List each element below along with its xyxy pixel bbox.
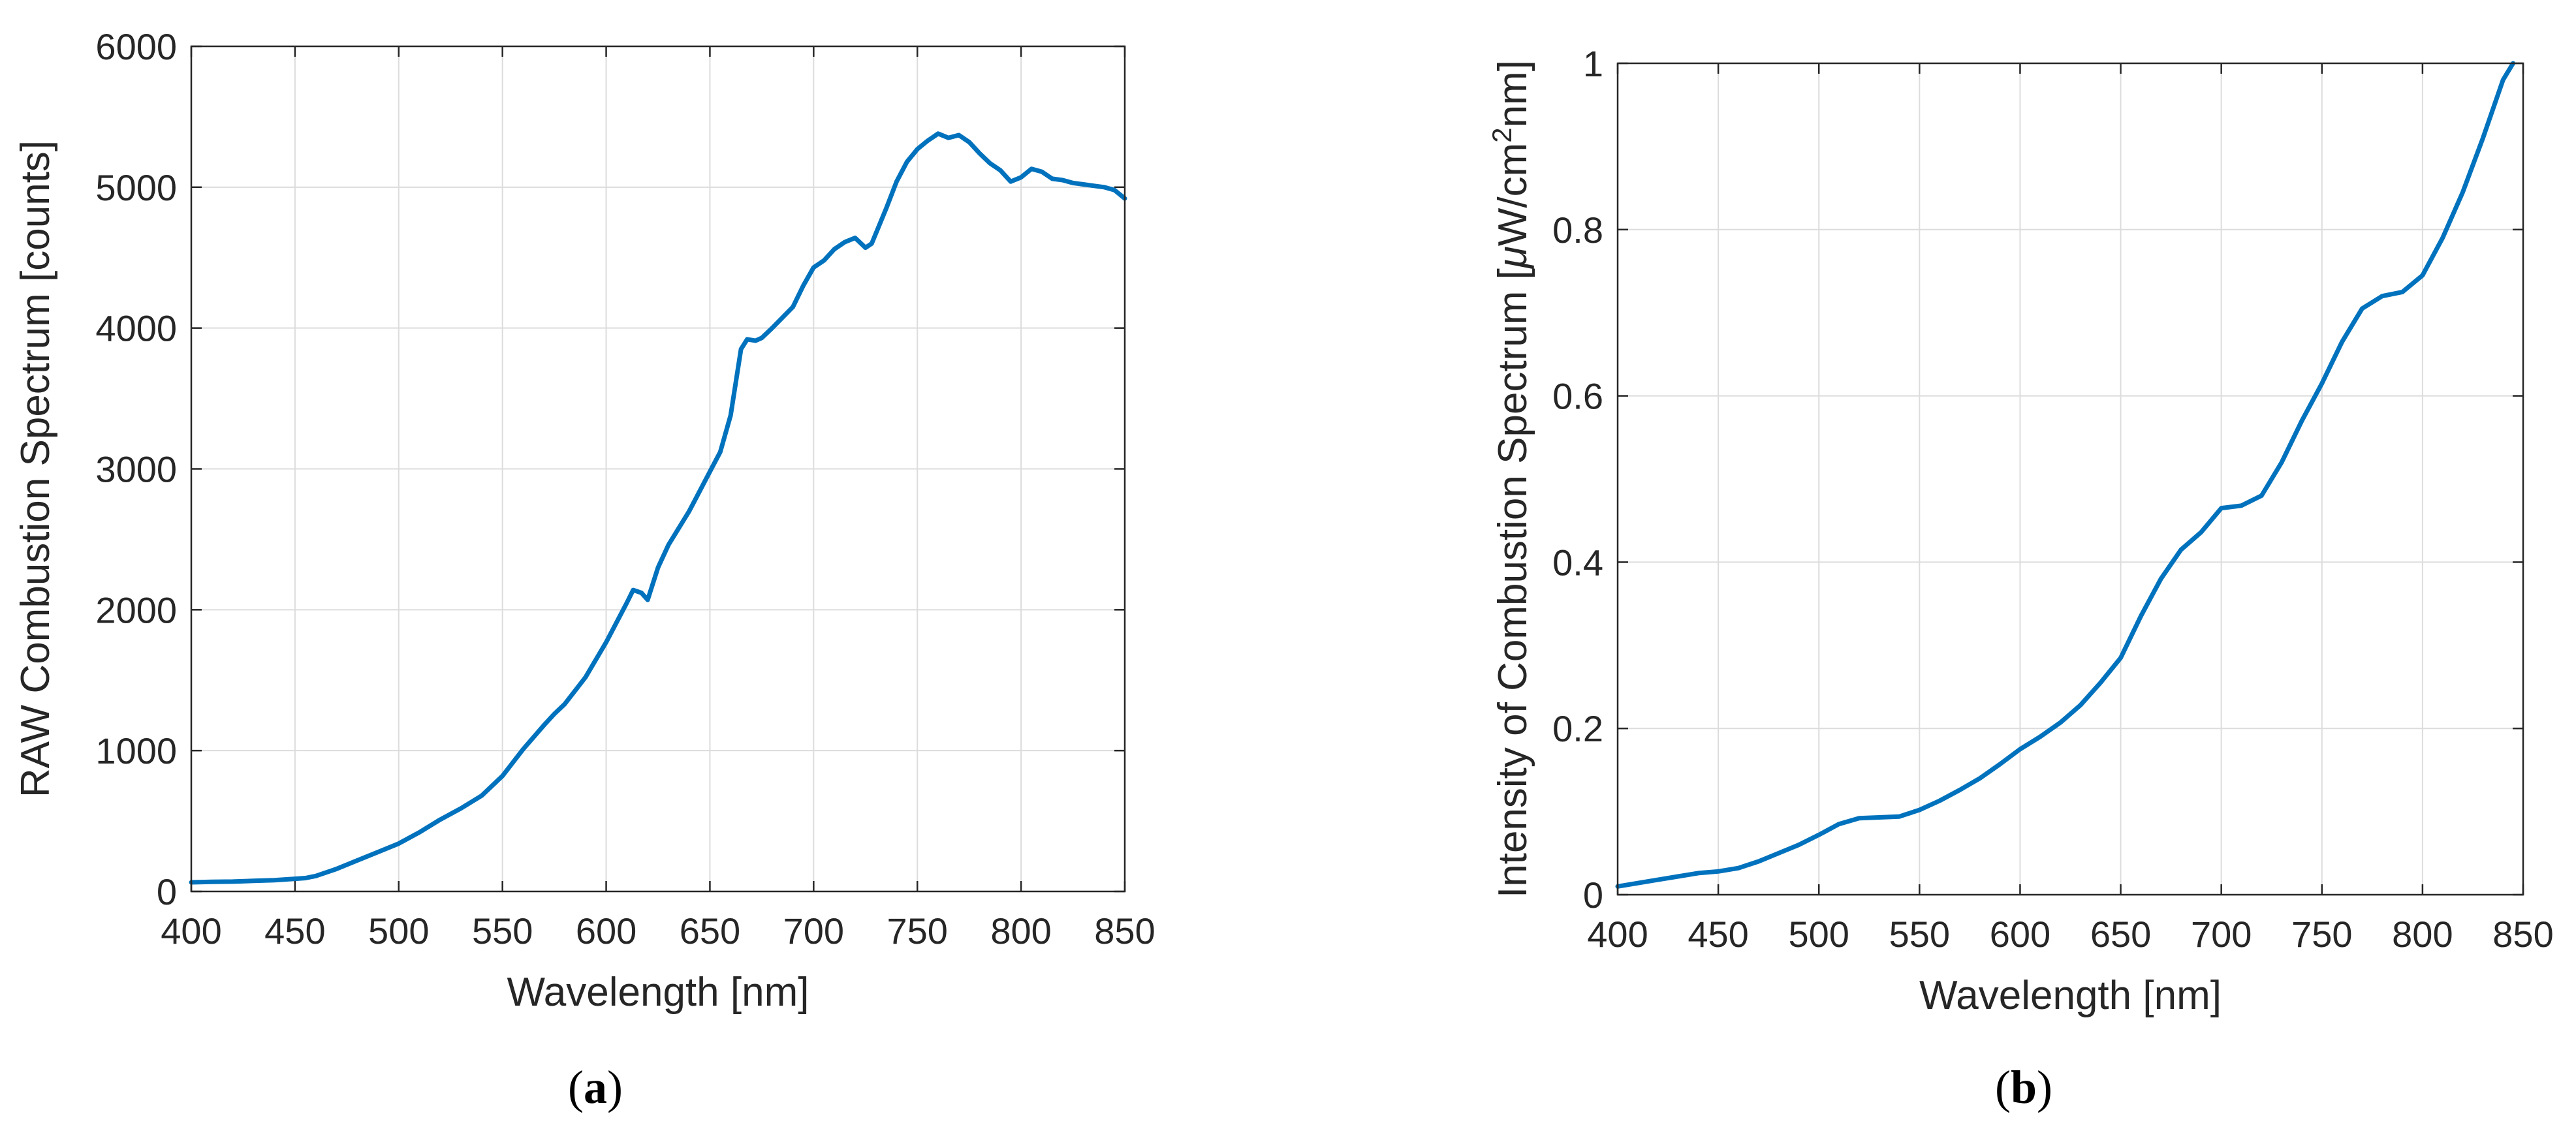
panel-a-series-line (189, 131, 1127, 885)
panel-a-x-tick-label: 750 (887, 910, 948, 951)
panel-b-caption-label: (b) (1995, 1061, 2052, 1113)
panel-b-x-tick-label: 700 (2191, 914, 2252, 955)
panel-a-y-tick-label: 2000 (95, 589, 177, 630)
panel-b-y-label-mu: μ (1490, 246, 1535, 270)
panel-b-y-tick-label: 0.8 (1552, 209, 1603, 251)
panel-b-caption-letter: b (2011, 1061, 2037, 1113)
panel-a-ticks: 400 450 500 550 600 650 700 750 800 850 0 1000 2000 3… (95, 26, 1155, 951)
panel-a-x-tick-label: 600 (576, 910, 636, 951)
panel-b-line-layer (1615, 61, 2516, 889)
panel-b-y-label-mid: W/cm (1490, 143, 1535, 246)
panel-b-x-tick-label: 850 (2492, 914, 2553, 955)
panel-b-x-axis-label: Wavelength [nm] (1919, 973, 2222, 1018)
panel-a-x-axis-label: Wavelength [nm] (507, 970, 809, 1015)
panel-b-series-line (1615, 61, 2516, 889)
panel-b-y-tick-label: 0.6 (1552, 376, 1603, 417)
panel-b-y-label-sup: 2 (1486, 127, 1517, 142)
panel-a-x-tick-label: 450 (264, 910, 325, 951)
panel-b-axes-box (1616, 62, 2524, 896)
panel-b-y-tick-label: 0.4 (1552, 542, 1603, 583)
panel-b-y-label-prefix: Intensity of Combustion Spectrum [ (1490, 268, 1535, 898)
panel-b-x-tick-label: 550 (1889, 914, 1950, 955)
panel-b-y-tick-label: 0.2 (1552, 708, 1603, 749)
panel-a-y-axis-label: RAW Combustion Spectrum [counts] (13, 140, 58, 797)
panel-b-x-tick-label: 600 (1990, 914, 2050, 955)
panel-b-ticks: 400 450 500 550 600 650 700 750 800 850 0 0.2 0.4 0.6… (1552, 43, 2554, 955)
panel-a-y-tick-label: 0 (157, 871, 177, 912)
panel-a-y-tick-label: 3000 (95, 449, 177, 490)
panel-a-y-tick-label: 4000 (95, 308, 177, 349)
panel-a-x-tick-label: 550 (472, 910, 533, 951)
panel-b-x-tick-label: 650 (2090, 914, 2151, 955)
panel-a-caption-letter: a (584, 1061, 607, 1113)
panel-b-grid (1617, 63, 2524, 895)
panel-a-x-tick-label: 800 (990, 910, 1051, 951)
panel-b-x-tick-label: 400 (1587, 914, 1648, 955)
panel-a-chart: 400 450 500 550 600 650 700 750 800 850 0 1000 2000 3… (13, 26, 1155, 1113)
panel-a-y-tick-label: 6000 (95, 26, 177, 67)
panel-b-y-axis-label: Intensity of Combustion Spectrum [μW/cm2… (1486, 60, 1536, 898)
panel-a-line-layer (189, 131, 1127, 885)
panel-a-x-tick-label: 850 (1094, 910, 1155, 951)
panel-b-x-tick-label: 750 (2291, 914, 2352, 955)
panel-a-grid (191, 46, 1125, 892)
panel-b-y-tick-label: 0 (1583, 874, 1603, 916)
panel-a-x-tick-label: 700 (783, 910, 844, 951)
panel-a-y-tick-label: 5000 (95, 167, 177, 208)
panel-b-y-label-suffix: nm] (1490, 60, 1535, 127)
panel-a-x-tick-label: 400 (161, 910, 221, 951)
panel-a-x-tick-label: 500 (368, 910, 429, 951)
panel-b-chart: 400 450 500 550 600 650 700 750 800 850 0 0.2 0.4 0.6… (1486, 43, 2554, 1113)
panel-b-x-tick-label: 450 (1688, 914, 1748, 955)
panel-b-x-tick-label: 500 (1789, 914, 1849, 955)
panel-b-y-tick-label: 1 (1583, 43, 1603, 84)
panel-a-caption-label: (a) (568, 1061, 623, 1113)
panel-a-x-tick-label: 650 (680, 910, 740, 951)
panel-a-y-tick-label: 1000 (95, 730, 177, 771)
panel-b-x-tick-label: 800 (2392, 914, 2453, 955)
